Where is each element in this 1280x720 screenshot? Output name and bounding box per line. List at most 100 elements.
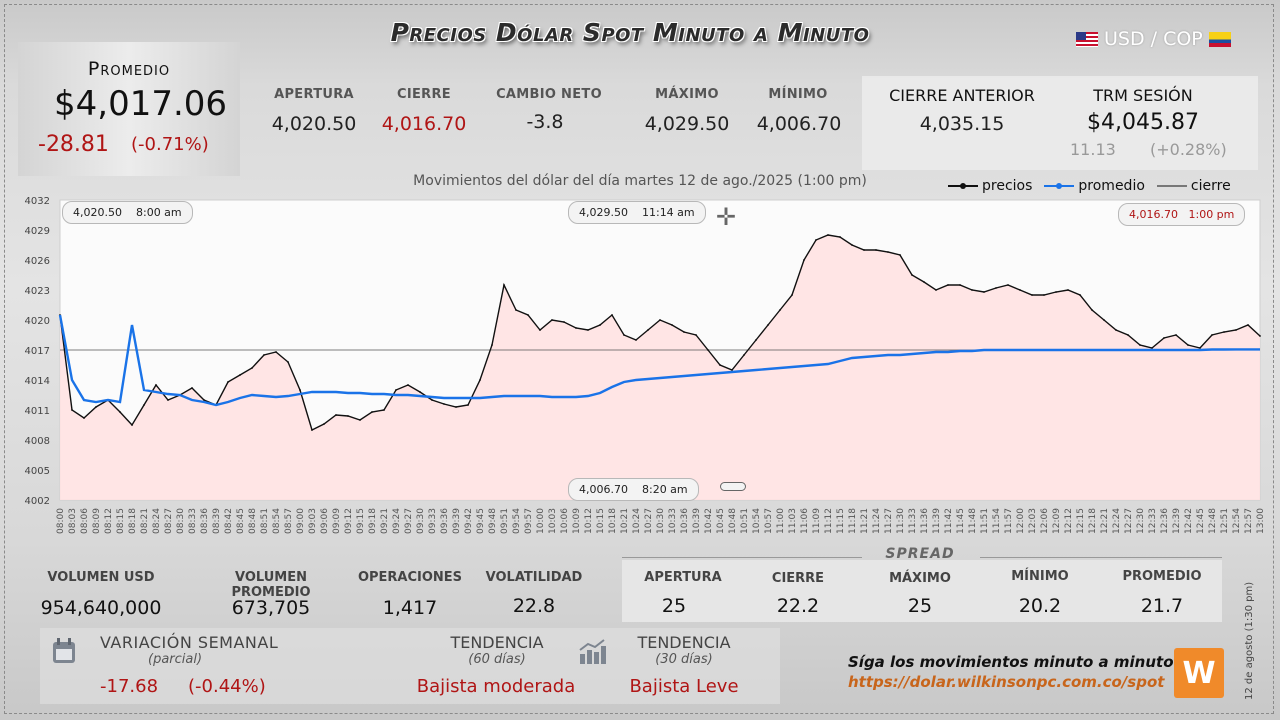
side-note: 12 de agosto (1:30 pm) bbox=[1244, 581, 1255, 700]
y-tick-label: 4032 bbox=[25, 196, 50, 207]
x-tick-label: 12:03 bbox=[1028, 508, 1038, 534]
x-tick-label: 10:00 bbox=[536, 508, 546, 534]
precios-point bbox=[311, 429, 313, 431]
crosshair-icon[interactable]: ✛ bbox=[716, 203, 737, 231]
stat-cierre-value: 4,016.70 bbox=[381, 113, 467, 135]
tendencia30-sub: (30 días) bbox=[655, 652, 713, 667]
precios-point bbox=[1247, 324, 1249, 326]
precios-point bbox=[1187, 344, 1189, 346]
x-tick-label: 09:18 bbox=[368, 508, 378, 534]
x-tick-label: 10:21 bbox=[620, 508, 630, 534]
x-tick-label: 08:27 bbox=[164, 508, 174, 534]
x-tick-label: 12:00 bbox=[1016, 508, 1026, 534]
precios-point bbox=[1175, 334, 1177, 336]
precios-point bbox=[83, 417, 85, 419]
precios-point bbox=[851, 244, 853, 246]
legend-promedio-label: promedio bbox=[1078, 178, 1145, 194]
page-title: Precios Dólar Spot Minuto a Minuto bbox=[390, 18, 870, 47]
stat-maximo-label: MÁXIMO bbox=[655, 87, 719, 102]
wilkinson-logo[interactable]: W bbox=[1174, 648, 1224, 698]
precios-point bbox=[455, 406, 457, 408]
precios-point bbox=[1151, 347, 1153, 349]
y-tick-label: 4011 bbox=[25, 406, 50, 417]
precios-point bbox=[263, 354, 265, 356]
promedio-series bbox=[58, 314, 1260, 407]
x-tick-label: 11:48 bbox=[968, 508, 978, 534]
x-tick-label: 09:24 bbox=[392, 508, 402, 534]
y-tick-label: 4029 bbox=[25, 226, 50, 237]
precios-point bbox=[1211, 334, 1213, 336]
precios-point bbox=[959, 284, 961, 286]
callout-open: 4,020.50 8:00 am bbox=[62, 201, 193, 224]
precios-point bbox=[971, 289, 973, 291]
spread-rule-left bbox=[622, 557, 862, 558]
precios-point bbox=[251, 367, 253, 369]
stat-minimo-value: 4,006.70 bbox=[756, 113, 842, 135]
x-tick-label: 12:57 bbox=[1244, 508, 1254, 534]
scroll-handle[interactable] bbox=[720, 482, 746, 491]
promo-url[interactable]: https://dolar.wilkinsonpc.com.co/spot bbox=[848, 673, 1165, 691]
precios-point bbox=[371, 411, 373, 413]
y-tick-label: 4014 bbox=[25, 376, 50, 387]
x-tick-label: 11:45 bbox=[956, 508, 966, 534]
x-tick-label: 11:27 bbox=[884, 508, 894, 534]
precios-point bbox=[1259, 335, 1261, 337]
x-tick-label: 09:15 bbox=[356, 508, 366, 534]
tendencia30-label: TENDENCIA bbox=[637, 633, 731, 652]
precios-point bbox=[743, 354, 745, 356]
precios-point bbox=[443, 403, 445, 405]
callout-close-time: 1:00 pm bbox=[1188, 208, 1235, 221]
x-tick-label: 09:12 bbox=[344, 508, 354, 534]
x-tick-label: 10:30 bbox=[656, 508, 666, 534]
precios-point bbox=[1127, 334, 1129, 336]
x-tick-label: 12:09 bbox=[1052, 508, 1062, 534]
precios-point bbox=[203, 399, 205, 401]
x-tick-label: 09:51 bbox=[500, 508, 510, 534]
legend-cierre: cierre bbox=[1156, 178, 1231, 194]
variacion-panel bbox=[40, 628, 780, 704]
x-tick-label: 10:54 bbox=[752, 508, 762, 534]
precios-point bbox=[731, 369, 733, 371]
x-tick-label: 11:12 bbox=[824, 508, 834, 534]
x-tick-label: 12:24 bbox=[1112, 508, 1122, 534]
legend-precios-label: precios bbox=[982, 178, 1033, 194]
x-tick-label: 12:21 bbox=[1100, 508, 1110, 534]
precios-point bbox=[1235, 329, 1237, 331]
legend-promedio: promedio bbox=[1044, 178, 1145, 194]
precios-point bbox=[683, 331, 685, 333]
y-tick-label: 4017 bbox=[25, 346, 50, 357]
callout-max-value: 4,029.50 bbox=[579, 206, 628, 219]
precios-point bbox=[995, 287, 997, 289]
trm-value: $4,045.87 bbox=[1087, 110, 1199, 135]
promo-text: Síga los movimientos minuto a minuto: bbox=[848, 653, 1180, 671]
stat-apertura-label: APERTURA bbox=[274, 87, 354, 102]
x-tick-label: 12:45 bbox=[1196, 508, 1206, 534]
spread-panel bbox=[622, 560, 1222, 622]
spread-title: SPREAD bbox=[885, 546, 955, 562]
precios-point bbox=[719, 364, 721, 366]
x-tick-label: 08:48 bbox=[248, 508, 258, 534]
legend-promedio-swatch bbox=[1044, 183, 1075, 189]
chart-subtitle: Movimientos del dólar del día martes 12 … bbox=[413, 173, 867, 189]
x-tick-label: 09:06 bbox=[320, 508, 330, 534]
x-tick-label: 08:06 bbox=[80, 508, 90, 534]
currency-pair: USD / COP bbox=[1076, 28, 1231, 50]
x-tick-label: 08:21 bbox=[140, 508, 150, 534]
precios-point bbox=[1067, 289, 1069, 291]
x-tick-label: 12:30 bbox=[1136, 508, 1146, 534]
x-tick-label: 10:06 bbox=[560, 508, 570, 534]
volatilidad-label: VOLATILIDAD bbox=[485, 570, 583, 585]
callout-close: 4,016.70 1:00 pm bbox=[1118, 203, 1246, 226]
x-tick-label: 11:51 bbox=[980, 508, 990, 534]
legend-precios-swatch bbox=[948, 183, 978, 189]
callout-max: 4,029.50 11:14 am bbox=[568, 201, 706, 224]
x-tick-label: 11:42 bbox=[944, 508, 954, 534]
precios-point bbox=[1079, 294, 1081, 296]
precios-point bbox=[119, 411, 121, 413]
x-tick-label: 08:54 bbox=[272, 508, 282, 534]
x-tick-label: 08:09 bbox=[92, 508, 102, 534]
precios-point bbox=[767, 324, 769, 326]
x-tick-label: 10:09 bbox=[572, 508, 582, 534]
precios-point bbox=[1031, 294, 1033, 296]
tendencia60-sub: (60 días) bbox=[468, 652, 526, 667]
